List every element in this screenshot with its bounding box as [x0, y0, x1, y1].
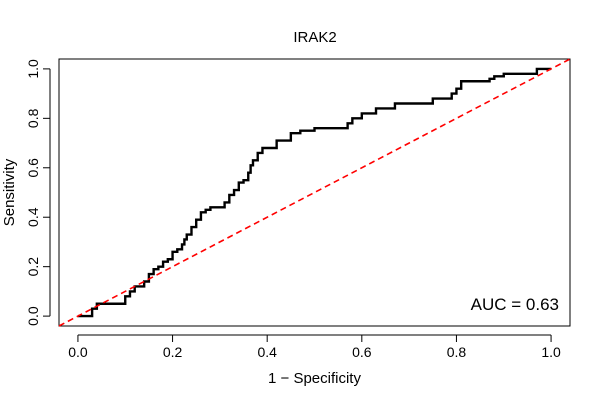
y-tick-label: 1.0	[25, 59, 41, 79]
y-tick-label: 0.2	[25, 257, 41, 277]
y-tick-label: 0.0	[25, 306, 41, 326]
y-tick-label: 0.8	[25, 108, 41, 128]
auc-annotation: AUC = 0.63	[471, 295, 559, 314]
x-tick-label: 0.4	[257, 344, 277, 360]
x-axis: 0.0 0.2 0.4 0.6 0.8 1.0	[68, 334, 561, 360]
y-tick-label: 0.4	[25, 207, 41, 227]
x-tick-label: 0.0	[68, 344, 88, 360]
y-axis-label: Sensitivity	[1, 158, 18, 226]
y-axis: 0.0 0.2 0.4 0.6 0.8 1.0	[25, 59, 51, 326]
series-layer	[58, 58, 571, 327]
y-tick-label: 0.6	[25, 158, 41, 178]
chart-title: IRAK2	[293, 29, 336, 46]
x-axis-label: 1 − Specificity	[268, 370, 361, 387]
x-tick-label: 0.2	[163, 344, 183, 360]
x-tick-label: 1.0	[541, 344, 561, 360]
x-tick-label: 0.6	[352, 344, 372, 360]
plot-frame	[58, 58, 571, 327]
roc-curve-line	[77, 67, 552, 318]
reference-diagonal-line	[58, 58, 571, 327]
x-tick-label: 0.8	[447, 344, 467, 360]
